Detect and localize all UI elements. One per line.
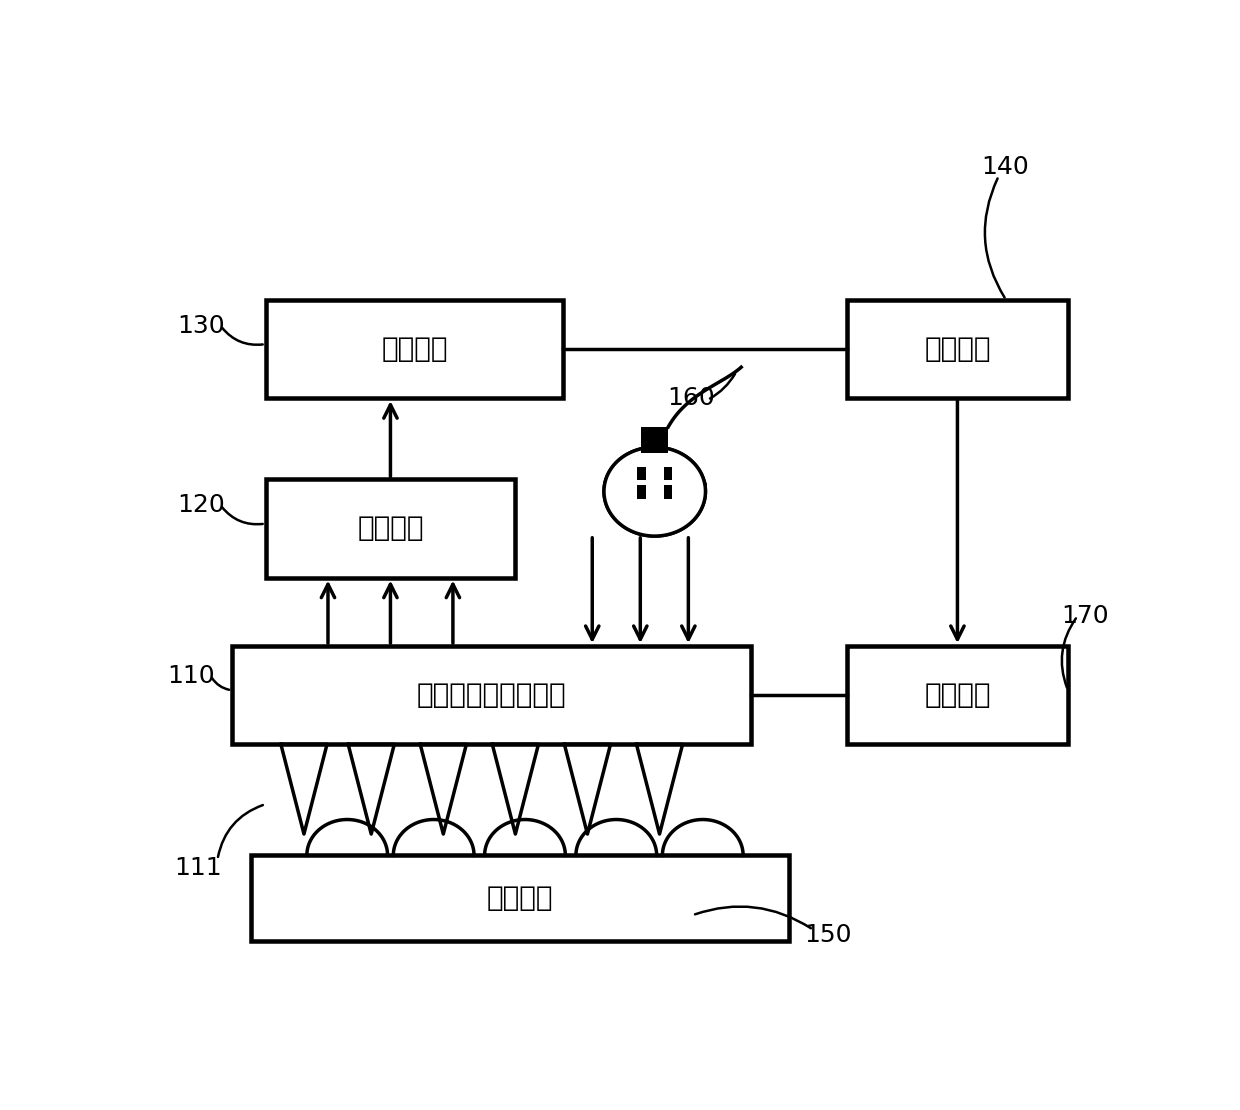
Bar <box>847 300 1068 398</box>
Bar <box>637 466 646 481</box>
Bar <box>637 485 646 500</box>
Text: 140: 140 <box>982 155 1029 180</box>
Text: 光学透镜: 光学透镜 <box>357 515 424 543</box>
Text: 处理装置: 处理装置 <box>924 335 991 363</box>
Bar <box>265 480 516 577</box>
Bar <box>250 856 790 941</box>
Text: 130: 130 <box>177 313 224 337</box>
Text: 150: 150 <box>804 922 852 947</box>
Text: 120: 120 <box>177 493 224 517</box>
Bar <box>265 300 563 398</box>
Text: 摄像装置: 摄像装置 <box>381 335 448 363</box>
Text: 170: 170 <box>1061 604 1109 628</box>
Bar <box>663 485 672 500</box>
Text: 驱动装置: 驱动装置 <box>924 682 991 709</box>
Text: 聚合物弹性探针阵列: 聚合物弹性探针阵列 <box>417 682 567 709</box>
Bar <box>663 466 672 481</box>
Text: 160: 160 <box>667 386 715 411</box>
Bar <box>847 646 1068 745</box>
Bar <box>641 427 668 453</box>
Bar <box>232 646 751 745</box>
Polygon shape <box>604 447 706 536</box>
Text: 待测样品: 待测样品 <box>487 885 553 912</box>
Text: 110: 110 <box>167 664 216 688</box>
Text: 111: 111 <box>175 856 222 880</box>
